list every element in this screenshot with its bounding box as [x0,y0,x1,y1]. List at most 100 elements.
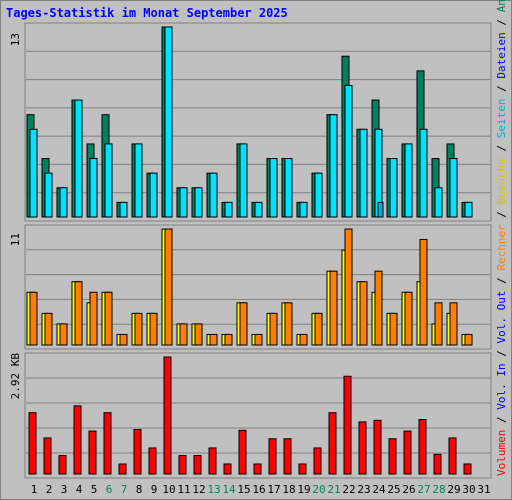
rechner-bar [89,291,98,346]
dateien-bar [419,128,428,218]
requests-plot-frame [24,22,492,222]
requests-panel [24,22,492,222]
day-label: 20 [312,483,325,496]
volumen-bar [148,447,157,475]
seiten-bar [377,201,384,218]
day-label: 22 [342,483,355,496]
rechner-bar [74,281,83,346]
legend-part: Anfragen [495,0,508,12]
dateien-bar [254,201,263,218]
rechner-bar [149,312,158,346]
rechner-bar [329,270,338,346]
volumen-bar [118,463,127,475]
rechner-bar [44,312,53,346]
rechner-bar [179,323,188,346]
day-label: 2 [46,483,53,496]
day-label: 23 [357,483,370,496]
dateien-bar [404,143,413,218]
legend-part: Besuche [495,158,508,204]
volumen-bar [433,453,442,475]
rechner-bar [284,302,293,346]
day-label: 10 [162,483,175,496]
rechner-bar [209,333,218,346]
dateien-bar [314,172,323,218]
volumen-bar [418,419,427,475]
requests-ymax-label: 13 [9,33,22,46]
day-label: 21 [327,483,340,496]
day-label: 29 [447,483,460,496]
rechner-bar [29,291,38,346]
day-label: 25 [387,483,400,496]
legend-part: Volumen [495,430,508,476]
visits-panel [24,224,492,350]
legend-part: / [495,344,508,364]
rechner-bar [314,312,323,346]
day-label: 27 [417,483,430,496]
volumen-bar [448,437,457,475]
volumen-bar [133,429,142,475]
rechner-bar [254,333,263,346]
day-label: 9 [151,483,158,496]
volumen-bar [193,455,202,475]
dateien-bar [44,172,53,218]
volumen-bar [178,455,187,475]
rechner-bar [104,291,113,346]
series-legend: Volumen / Vol. In / Vol. Out / Rechner /… [495,0,508,476]
day-label: 5 [91,483,98,496]
day-label: 12 [192,483,205,496]
rechner-bar [434,302,443,346]
visits-ymax-label: 11 [9,233,22,246]
dateien-bar [449,158,458,218]
legend-part: / [495,12,508,32]
dateien-bar [299,201,308,218]
legend-part: / [495,204,508,224]
day-label: 18 [282,483,295,496]
day-axis: 1 2 3 4 5 6 7 8 9 10 11 12 13 14 15 16 17 18 19 20 21 22 23 24 2… [31,483,491,496]
dateien-bar [344,84,353,218]
day-label: 7 [121,483,128,496]
rechner-bar [239,302,248,346]
rechner-bar [59,323,68,346]
day-label: 15 [237,483,250,496]
volumen-bar [223,463,232,475]
day-label: 17 [267,483,280,496]
volumen-bar [313,447,322,475]
legend-part: Vol. Out [495,291,508,344]
dateien-bar [239,143,248,218]
volumen-bar [58,455,67,475]
rechner-bar [299,333,308,346]
day-label: 8 [136,483,143,496]
volumen-bar [73,405,82,475]
volumen-bar [343,375,352,475]
dateien-bar [149,172,158,218]
rechner-bar [134,312,143,346]
rechner-bar [419,239,428,346]
dateien-bar [119,201,128,218]
rechner-bar [224,333,233,346]
volumen-bar [88,430,97,475]
dateien-bar [224,201,233,218]
dateien-bar [74,99,83,218]
volumen-bar [163,356,172,475]
volume-ymax-label: 2.92 KB [9,353,22,400]
volumen-bar [373,419,382,475]
volumen-bar [298,463,307,475]
dateien-bar [104,143,113,218]
legend-part: Rechner [495,224,508,271]
day-label: 16 [252,483,265,496]
chart-title: Tages-Statistik im Monat September 2025 [6,6,288,20]
day-label: 3 [61,483,68,496]
dateien-bar [194,187,203,218]
visits-plot-frame [24,224,492,350]
volumen-bar [253,463,262,475]
rechner-bar [449,302,458,346]
dateien-bar [89,158,98,218]
day-label: 6 [106,483,113,496]
rechner-bar [359,281,368,346]
rechner-bar [374,270,383,346]
volumen-bar [283,438,292,475]
day-label: 19 [297,483,310,496]
day-label: 1 [31,483,38,496]
